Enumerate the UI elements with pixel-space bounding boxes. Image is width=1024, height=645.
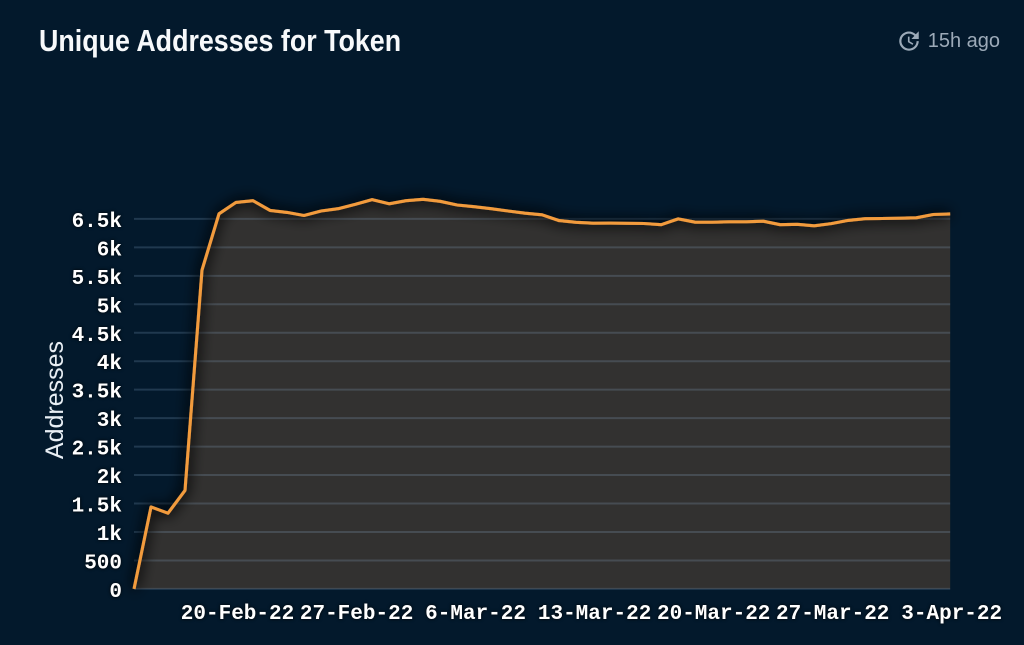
svg-text:20-Mar-22: 20-Mar-22 bbox=[657, 603, 770, 626]
svg-text:2.5k: 2.5k bbox=[72, 439, 122, 462]
svg-text:0: 0 bbox=[109, 581, 122, 604]
svg-text:1.5k: 1.5k bbox=[72, 496, 122, 519]
svg-text:4.5k: 4.5k bbox=[72, 325, 122, 348]
svg-text:3.5k: 3.5k bbox=[72, 382, 122, 405]
svg-text:2k: 2k bbox=[97, 467, 122, 490]
svg-text:1k: 1k bbox=[97, 524, 122, 547]
svg-text:6k: 6k bbox=[97, 239, 122, 262]
svg-text:Addresses: Addresses bbox=[41, 341, 69, 459]
svg-text:3-Apr-22: 3-Apr-22 bbox=[901, 603, 1002, 626]
svg-text:6-Mar-22: 6-Mar-22 bbox=[425, 603, 526, 626]
svg-text:6.5k: 6.5k bbox=[72, 211, 122, 234]
svg-text:13-Mar-22: 13-Mar-22 bbox=[538, 603, 651, 626]
svg-text:27-Mar-22: 27-Mar-22 bbox=[776, 603, 889, 626]
svg-text:5.5k: 5.5k bbox=[72, 268, 122, 291]
svg-text:3k: 3k bbox=[97, 410, 122, 433]
svg-text:500: 500 bbox=[84, 552, 122, 575]
svg-text:5k: 5k bbox=[97, 296, 122, 319]
svg-text:4k: 4k bbox=[97, 353, 122, 376]
svg-text:27-Feb-22: 27-Feb-22 bbox=[300, 603, 413, 626]
svg-text:20-Feb-22: 20-Feb-22 bbox=[181, 603, 294, 626]
